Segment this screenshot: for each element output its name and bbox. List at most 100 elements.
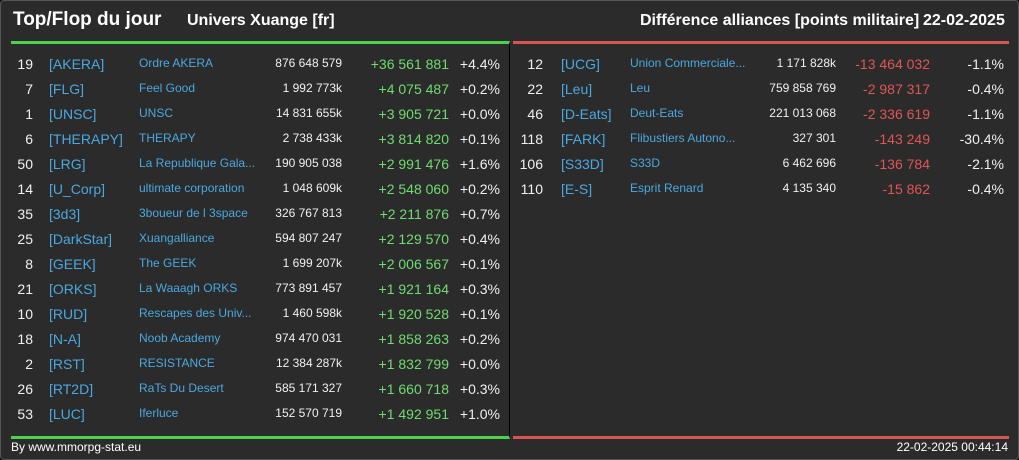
alliance-rank: 7	[25, 81, 33, 97]
alliance-pct: +0.2%	[459, 81, 500, 97]
alliance-tag-link[interactable]: [THERAPY]	[49, 131, 123, 147]
top-row: 26 [RT2D] RaTs Du Desert 585 171 327 +1 660 …	[11, 376, 509, 401]
alliance-diff: +1 832 799	[378, 356, 449, 372]
alliance-tag-link[interactable]: [RT2D]	[49, 381, 94, 397]
alliance-name-link[interactable]: RESISTANCE	[139, 356, 215, 370]
alliance-diff: +2 991 476	[378, 156, 449, 172]
alliance-name-link[interactable]: S33D	[630, 156, 661, 170]
alliance-pct: -0.4%	[967, 181, 1004, 197]
top-row: 2 [RST] RESISTANCE 12 384 287k +1 832 799 +0.…	[11, 351, 509, 376]
alliance-tag-link[interactable]: [E-S]	[561, 181, 593, 197]
alliance-diff: -2 336 619	[863, 106, 930, 122]
alliance-pct: +1.0%	[459, 406, 500, 422]
alliance-points: 2 738 433k	[282, 131, 342, 145]
alliance-tag-link[interactable]: [AKERA]	[49, 56, 105, 72]
alliance-tag-link[interactable]: [N-A]	[49, 331, 81, 347]
alliance-rank: 106	[519, 156, 543, 172]
alliance-pct: +0.2%	[459, 181, 500, 197]
alliance-name-link[interactable]: RaTs Du Desert	[139, 381, 224, 395]
alliance-name-link[interactable]: La Waaagh ORKS	[139, 281, 238, 295]
top-row: 18 [N-A] Noob Academy 974 470 031 +1 858 263…	[11, 326, 509, 351]
alliance-diff: -143 249	[874, 131, 930, 147]
alliance-name-link[interactable]: Leu	[630, 81, 651, 95]
alliance-name-link[interactable]: Flibustiers Autono...	[630, 131, 736, 145]
flop-row: 106 [S33D] S33D 6 462 696 -136 784 -2.1%	[513, 151, 1009, 176]
alliance-points: 773 891 457	[275, 281, 342, 295]
alliance-pct: -1.1%	[967, 56, 1004, 72]
top-row: 25 [DarkStar] Xuangalliance 594 807 247 +2 1…	[11, 226, 509, 251]
alliance-points: 326 767 813	[275, 206, 342, 220]
alliance-tag-link[interactable]: [UCG]	[561, 56, 600, 72]
alliance-rank: 18	[17, 331, 33, 347]
alliance-diff: +1 921 164	[378, 281, 449, 297]
alliance-diff: -15 862	[882, 181, 930, 197]
alliance-pct: +0.4%	[459, 231, 500, 247]
alliance-rank: 10	[17, 306, 33, 322]
alliance-rank: 46	[527, 106, 543, 122]
top-row: 53 [LUC] Iferluce 152 570 719 +1 492 951 +1.0…	[11, 401, 509, 426]
alliance-name-link[interactable]: Xuangalliance	[139, 231, 215, 245]
alliance-rank: 50	[17, 156, 33, 172]
alliance-tag-link[interactable]: [UNSC]	[49, 106, 97, 122]
alliance-name-link[interactable]: Deut-Eats	[630, 106, 684, 120]
top-row: 1 [UNSC] UNSC 14 831 655k +3 905 721 +0.0%	[11, 101, 509, 126]
alliance-points: 876 648 579	[275, 56, 342, 70]
alliance-diff: +1 660 718	[378, 381, 449, 397]
alliance-diff: +2 006 567	[378, 256, 449, 272]
alliance-pct: +0.3%	[459, 381, 500, 397]
alliance-tag-link[interactable]: [RUD]	[49, 306, 88, 322]
alliance-name-link[interactable]: THERAPY	[139, 131, 196, 145]
alliance-name-link[interactable]: Feel Good	[139, 81, 196, 95]
alliance-name-link[interactable]: Rescapes des Univ...	[139, 306, 252, 320]
alliance-name-link[interactable]: Esprit Renard	[630, 181, 704, 195]
flop-row: 12 [UCG] Union Commerciale... 1 171 828k -13…	[513, 51, 1009, 76]
alliance-points: 974 470 031	[275, 331, 342, 345]
alliance-name-link[interactable]: 3boueur de l 3space	[139, 206, 248, 220]
alliance-rank: 35	[17, 206, 33, 222]
flop-row: 46 [D-Eats] Deut-Eats 221 013 068 -2 336 619…	[513, 101, 1009, 126]
alliance-diff: -136 784	[874, 156, 930, 172]
alliance-tag-link[interactable]: [LUC]	[49, 406, 85, 422]
alliance-name-link[interactable]: ultimate corporation	[139, 181, 245, 195]
alliance-pct: +0.3%	[459, 281, 500, 297]
alliance-tag-link[interactable]: [RST]	[49, 356, 85, 372]
alliance-name-link[interactable]: Union Commerciale...	[630, 56, 746, 70]
alliance-tag-link[interactable]: [U_Corp]	[49, 181, 106, 197]
alliance-tag-link[interactable]: [S33D]	[561, 156, 604, 172]
alliance-points: 594 807 247	[275, 231, 342, 245]
alliance-tag-link[interactable]: [LRG]	[49, 156, 86, 172]
alliance-name-link[interactable]: UNSC	[139, 106, 174, 120]
alliance-points: 14 831 655k	[275, 106, 342, 120]
alliance-points: 1 699 207k	[282, 256, 342, 270]
alliance-pct: +0.1%	[459, 256, 500, 272]
header: Top/Flop du jour Univers Xuange [fr] Dif…	[1, 1, 1018, 41]
top-row: 6 [THERAPY] THERAPY 2 738 433k +3 814 820 +0.…	[11, 126, 509, 151]
alliance-rank: 22	[527, 81, 543, 97]
alliance-tag-link[interactable]: [3d3]	[49, 206, 81, 222]
flop-row: 110 [E-S] Esprit Renard 4 135 340 -15 862 -0.…	[513, 176, 1009, 201]
alliance-pct: +0.1%	[459, 306, 500, 322]
alliance-rank: 25	[17, 231, 33, 247]
alliance-rank: 12	[527, 56, 543, 72]
alliance-tag-link[interactable]: [DarkStar]	[49, 231, 113, 247]
alliance-diff: -2 987 317	[863, 81, 930, 97]
alliance-tag-link[interactable]: [FARK]	[561, 131, 606, 147]
alliance-tag-link[interactable]: [D-Eats]	[561, 106, 612, 122]
alliance-pct: +1.6%	[459, 156, 500, 172]
page-title: Top/Flop du jour	[13, 9, 162, 30]
alliance-tag-link[interactable]: [Leu]	[561, 81, 593, 97]
alliance-pct: -1.1%	[967, 106, 1004, 122]
alliance-tag-link[interactable]: [ORKS]	[49, 281, 97, 297]
alliance-name-link[interactable]: Ordre AKERA	[139, 56, 214, 70]
flop-row: 118 [FARK] Flibustiers Autono... 327 301 -14…	[513, 126, 1009, 151]
alliance-name-link[interactable]: The GEEK	[139, 256, 197, 270]
alliance-tag-link[interactable]: [FLG]	[49, 81, 85, 97]
alliance-name-link[interactable]: Noob Academy	[139, 331, 221, 345]
alliance-diff: +4 075 487	[378, 81, 449, 97]
alliance-name-link[interactable]: Iferluce	[139, 406, 179, 420]
alliance-name-link[interactable]: La Republique Gala...	[139, 156, 256, 170]
alliance-tag-link[interactable]: [GEEK]	[49, 256, 96, 272]
top-row: 21 [ORKS] La Waaagh ORKS 773 891 457 +1 921 …	[11, 276, 509, 301]
alliance-diff: +2 129 570	[378, 231, 449, 247]
alliance-rank: 1	[25, 106, 33, 122]
